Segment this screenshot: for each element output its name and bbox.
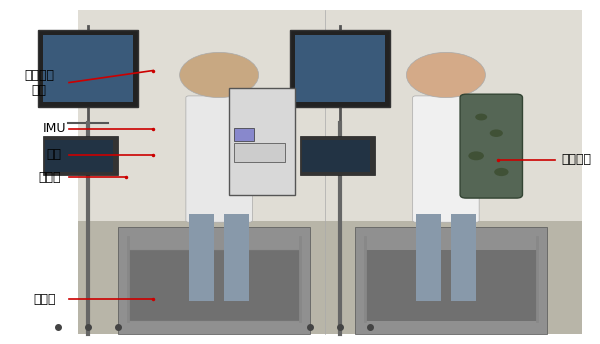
Circle shape [406,52,485,98]
Circle shape [494,168,509,176]
Bar [295,35,385,103]
Text: 恒力悬浮
背包: 恒力悬浮 背包 [24,68,54,97]
FancyBboxPatch shape [460,94,523,198]
Bar [416,214,441,301]
Circle shape [179,52,259,98]
Circle shape [490,129,503,137]
Bar [128,250,300,321]
FancyBboxPatch shape [413,96,479,222]
Text: 负载: 负载 [47,148,62,161]
Text: 普通背包: 普通背包 [561,153,591,166]
Bar [43,35,133,103]
Text: 上位机: 上位机 [38,171,61,184]
Bar [224,214,250,301]
Bar [365,250,536,321]
Circle shape [475,114,487,120]
Bar [45,140,113,172]
Bar [229,88,295,195]
Bar [234,143,284,162]
Bar [234,128,254,141]
Bar [78,10,582,221]
Bar [355,227,547,334]
Bar [78,221,582,334]
Bar [451,214,476,301]
Bar [189,214,214,301]
Bar [290,30,391,107]
Bar [302,140,370,172]
Circle shape [469,151,484,160]
Bar [43,137,118,175]
FancyBboxPatch shape [186,96,253,222]
Bar [38,30,139,107]
Text: IMU: IMU [42,122,66,136]
Text: 跑步机: 跑步机 [34,293,56,306]
Bar [300,137,376,175]
Bar [118,227,310,334]
Bar [78,10,582,334]
Bar [128,250,300,321]
